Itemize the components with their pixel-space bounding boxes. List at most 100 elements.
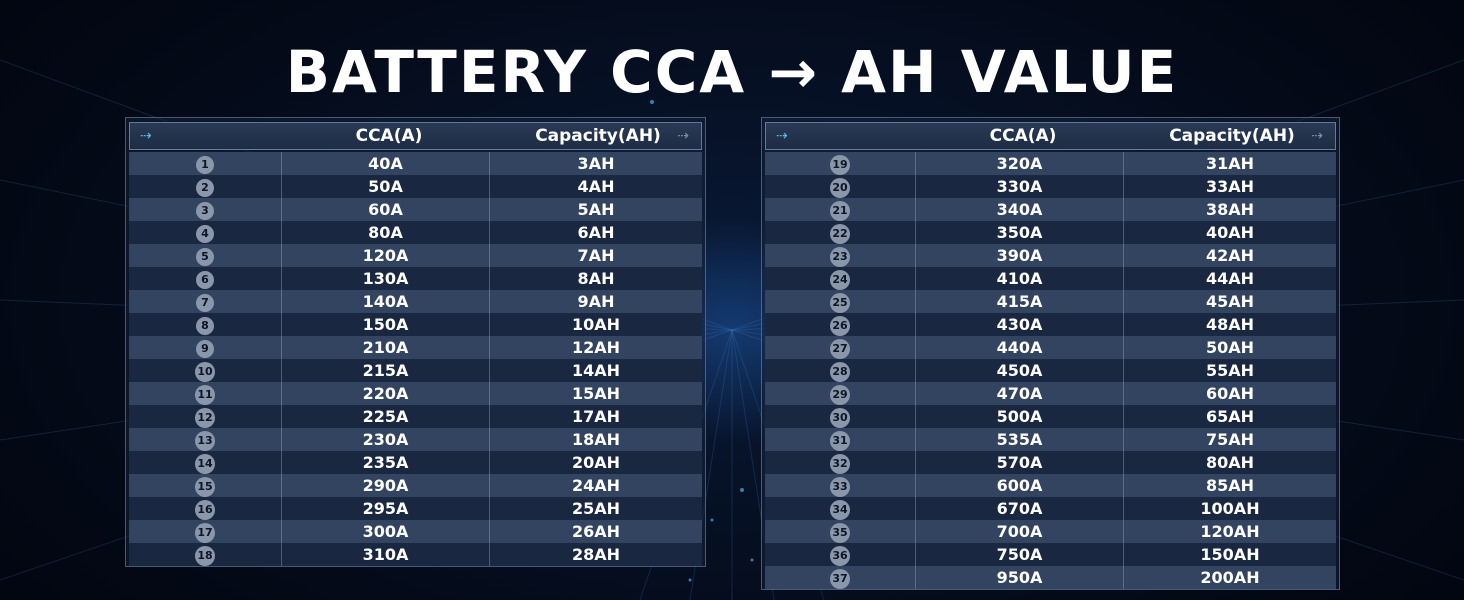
table-row: 29 470A 60AH [765, 382, 1336, 405]
table-row: 8 150A 10AH [129, 313, 702, 336]
capacity-value-cell: 20AH [571, 453, 621, 472]
cca-value-cell: 320A [916, 152, 1124, 175]
table-row: 4 80A 6AH [129, 221, 702, 244]
table-row: 31 535A 75AH [765, 428, 1336, 451]
row-number-badge: 7 [196, 293, 214, 312]
table-row: 17 300A 26AH [129, 520, 702, 543]
row-number-cell: 20 [765, 175, 916, 198]
cca-value-cell: 310A [282, 543, 490, 566]
row-number-badge: 32 [830, 453, 850, 474]
table-row: 1 40A 3AH [129, 152, 702, 175]
row-number-badge: 22 [830, 223, 850, 244]
row-number-badge: 8 [196, 316, 214, 335]
cca-value-cell: 535A [916, 428, 1124, 451]
table-row: 22 350A 40AH [765, 221, 1336, 244]
table-row: 5 120A 7AH [129, 244, 702, 267]
row-number-badge: 33 [830, 476, 850, 497]
row-number-badge: 28 [830, 361, 850, 382]
table-row: 13 230A 18AH [129, 428, 702, 451]
row-number-badge: 21 [830, 200, 850, 221]
cca-value-cell: 140A [282, 290, 490, 313]
table-row: 25 415A 45AH [765, 290, 1336, 313]
table-row: 7 140A 9AH [129, 290, 702, 313]
row-number-badge: 18 [195, 545, 215, 566]
capacity-value-cell: 31AH [1205, 154, 1255, 173]
table-row: 19 320A 31AH [765, 152, 1336, 175]
capacity-value-cell: 28AH [571, 545, 621, 564]
capacity-value-cell: 6AH [577, 223, 615, 242]
row-number-badge: 13 [195, 430, 215, 451]
cca-value-cell: 700A [916, 520, 1124, 543]
capacity-value-cell: 45AH [1205, 292, 1255, 311]
row-number-cell: 27 [765, 336, 916, 359]
row-number-badge: 4 [196, 224, 214, 243]
cca-value-cell: 430A [916, 313, 1124, 336]
row-number-cell: 15 [129, 474, 282, 497]
row-number-cell: 22 [765, 221, 916, 244]
row-number-cell: 5 [129, 244, 282, 267]
row-number-cell: 10 [129, 359, 282, 382]
row-number-badge: 30 [830, 407, 850, 428]
row-number-cell: 36 [765, 543, 916, 566]
cca-value-cell: 390A [916, 244, 1124, 267]
table-row: 6 130A 8AH [129, 267, 702, 290]
cca-value-cell: 330A [916, 175, 1124, 198]
row-number-badge: 20 [830, 177, 850, 198]
table-row: 28 450A 55AH [765, 359, 1336, 382]
capacity-value-cell: 33AH [1205, 177, 1255, 196]
row-number-badge: 6 [196, 270, 214, 289]
cca-table-left: ⇢ CCA(A) Capacity(AH) ⇢ 1 40A 3AH 2 50A 4AH 3 6… [125, 117, 706, 567]
cca-value-cell: 415A [916, 290, 1124, 313]
capacity-value-cell: 12AH [571, 338, 621, 357]
cca-value-cell: 950A [916, 566, 1124, 589]
capacity-value-cell: 17AH [571, 407, 621, 426]
row-number-badge: 37 [830, 568, 850, 589]
row-number-badge: 35 [830, 522, 850, 543]
column-header-capacity: Capacity(AH) [535, 126, 661, 146]
row-number-badge: 34 [830, 499, 850, 520]
row-number-badge: 36 [830, 545, 850, 566]
table-row: 12 225A 17AH [129, 405, 702, 428]
column-header-cca: CCA(A) [989, 126, 1057, 146]
capacity-value-cell: 15AH [571, 384, 621, 403]
row-number-cell: 21 [765, 198, 916, 221]
capacity-value-cell: 18AH [571, 430, 621, 449]
column-header-cca: CCA(A) [355, 126, 423, 146]
cca-value-cell: 570A [916, 451, 1124, 474]
capacity-value-cell: 55AH [1205, 361, 1255, 380]
row-number-badge: 5 [196, 247, 214, 266]
cca-value-cell: 40A [282, 152, 490, 175]
arrow-right-icon: ⇢ [140, 128, 152, 144]
row-number-badge: 2 [196, 178, 214, 197]
capacity-value-cell: 40AH [1205, 223, 1255, 242]
cca-value-cell: 440A [916, 336, 1124, 359]
capacity-value-cell: 65AH [1205, 407, 1255, 426]
row-number-badge: 16 [195, 499, 215, 520]
cca-value-cell: 300A [282, 520, 490, 543]
capacity-value-cell: 26AH [571, 522, 621, 541]
row-number-cell: 23 [765, 244, 916, 267]
page-title: BATTERY CCA → AH VALUE [285, 38, 1179, 106]
row-number-cell: 18 [129, 543, 282, 566]
cca-value-cell: 60A [282, 198, 490, 221]
arrow-right-icon: ⇢ [677, 128, 689, 144]
row-number-badge: 1 [196, 155, 214, 174]
row-number-badge: 24 [830, 269, 850, 290]
cca-value-cell: 215A [282, 359, 490, 382]
capacity-value-cell: 44AH [1205, 269, 1255, 288]
table-row: 14 235A 20AH [129, 451, 702, 474]
row-number-badge: 11 [195, 384, 215, 405]
row-number-cell: 19 [765, 152, 916, 175]
capacity-value-cell: 150AH [1200, 545, 1260, 564]
row-number-cell: 11 [129, 382, 282, 405]
cca-value-cell: 225A [282, 405, 490, 428]
cca-value-cell: 410A [916, 267, 1124, 290]
row-number-cell: 29 [765, 382, 916, 405]
table-body-right: 19 320A 31AH 20 330A 33AH 21 340A 38AH 22 350A 40AH… [765, 152, 1336, 589]
row-number-cell: 9 [129, 336, 282, 359]
row-number-badge: 3 [196, 201, 214, 220]
row-number-badge: 15 [195, 476, 215, 497]
cca-value-cell: 600A [916, 474, 1124, 497]
cca-value-cell: 120A [282, 244, 490, 267]
row-number-badge: 26 [830, 315, 850, 336]
